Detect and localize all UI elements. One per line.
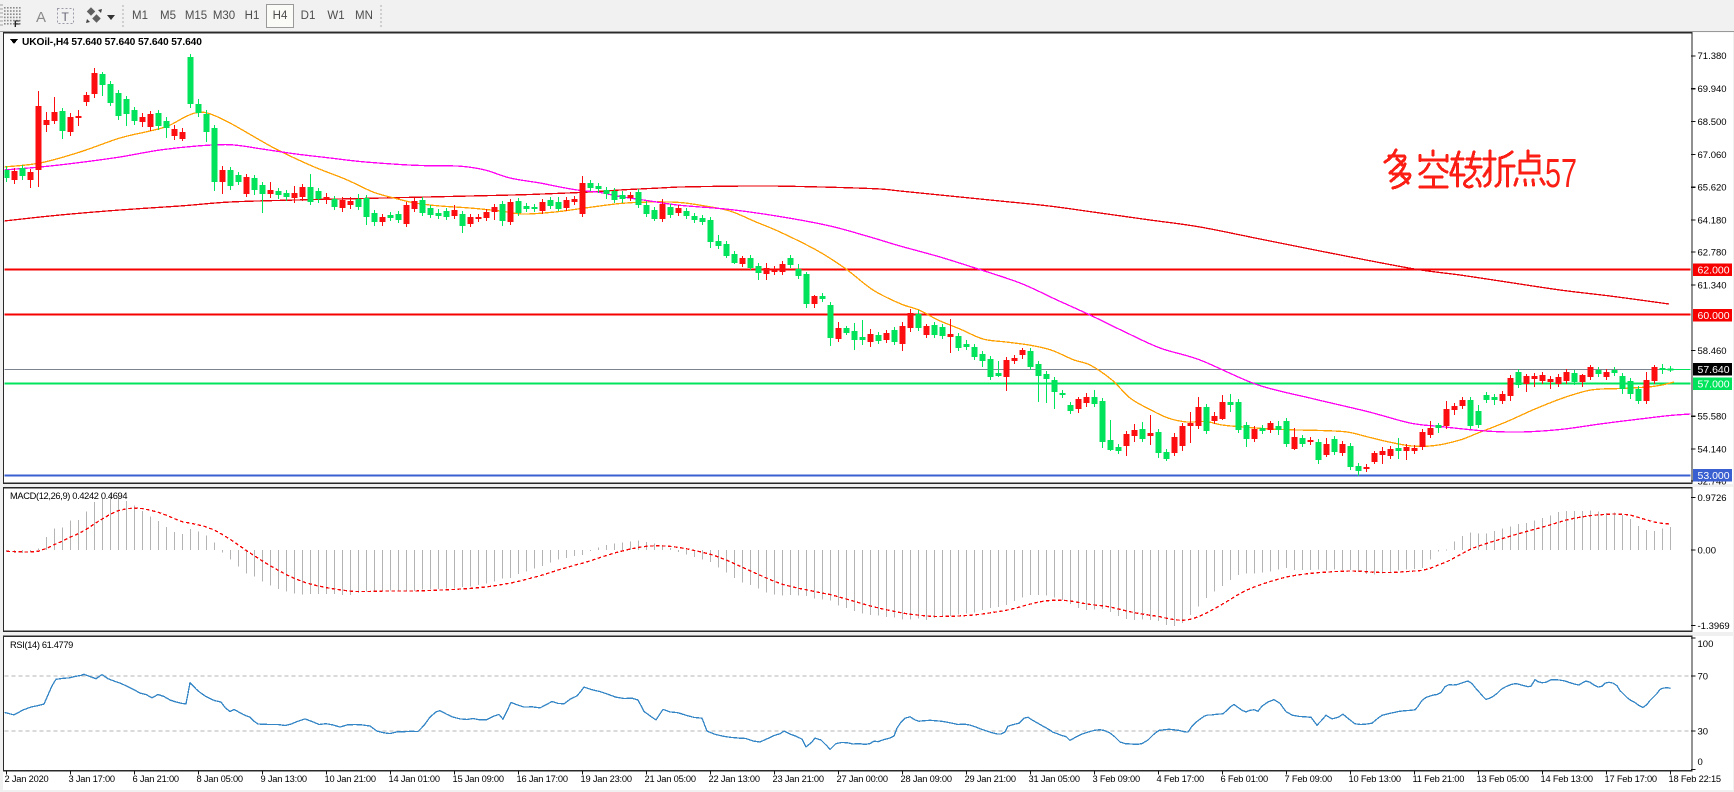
- svg-text:22 Jan 13:00: 22 Jan 13:00: [709, 774, 760, 784]
- svg-text:9 Jan 13:00: 9 Jan 13:00: [261, 774, 307, 784]
- svg-text:6 Feb 01:00: 6 Feb 01:00: [1221, 774, 1268, 784]
- svg-text:14 Jan 01:00: 14 Jan 01:00: [389, 774, 440, 784]
- svg-text:0.00: 0.00: [1698, 546, 1717, 557]
- svg-text:A: A: [36, 9, 46, 26]
- svg-text:67.060: 67.060: [1698, 150, 1727, 161]
- svg-text:70: 70: [1698, 672, 1709, 683]
- svg-text:6 Jan 21:00: 6 Jan 21:00: [133, 774, 179, 784]
- svg-text:18 Feb 22:15: 18 Feb 22:15: [1669, 774, 1721, 784]
- svg-text:7 Feb 09:00: 7 Feb 09:00: [1285, 774, 1332, 784]
- svg-text:62.000: 62.000: [1698, 265, 1730, 277]
- svg-text:19 Jan 23:00: 19 Jan 23:00: [581, 774, 632, 784]
- svg-text:57: 57: [1545, 150, 1577, 196]
- svg-text:69.940: 69.940: [1698, 84, 1727, 95]
- svg-text:64.180: 64.180: [1698, 215, 1727, 226]
- svg-text:71.380: 71.380: [1698, 51, 1727, 62]
- svg-text:62.780: 62.780: [1698, 247, 1727, 258]
- svg-text:27 Jan 00:00: 27 Jan 00:00: [837, 774, 888, 784]
- svg-text:21 Jan 05:00: 21 Jan 05:00: [645, 774, 696, 784]
- svg-text:-1.3969: -1.3969: [1698, 621, 1730, 632]
- svg-text:0.9726: 0.9726: [1698, 493, 1727, 504]
- svg-text:3 Jan 17:00: 3 Jan 17:00: [69, 774, 115, 784]
- svg-text:10 Feb 13:00: 10 Feb 13:00: [1349, 774, 1401, 784]
- svg-text:57.000: 57.000: [1698, 379, 1730, 391]
- svg-text:28 Jan 09:00: 28 Jan 09:00: [901, 774, 952, 784]
- svg-text:RSI(14) 61.4779: RSI(14) 61.4779: [10, 640, 73, 650]
- svg-text:29 Jan 21:00: 29 Jan 21:00: [965, 774, 1016, 784]
- svg-text:11 Feb 21:00: 11 Feb 21:00: [1413, 774, 1465, 784]
- svg-text:52.740: 52.740: [1698, 476, 1727, 487]
- svg-text:2 Jan 2020: 2 Jan 2020: [5, 774, 49, 784]
- svg-text:13 Feb 05:00: 13 Feb 05:00: [1477, 774, 1529, 784]
- svg-text:10 Jan 21:00: 10 Jan 21:00: [325, 774, 376, 784]
- svg-text:4 Feb 17:00: 4 Feb 17:00: [1157, 774, 1204, 784]
- svg-text:57.640: 57.640: [1698, 364, 1730, 376]
- svg-text:54.140: 54.140: [1698, 444, 1727, 455]
- svg-text:53.000: 53.000: [1698, 470, 1730, 482]
- svg-text:UKOil-,H4 57.640 57.640 57.64: UKOil-,H4 57.640 57.640 57.640 57.640: [22, 37, 202, 48]
- svg-text:15 Jan 09:00: 15 Jan 09:00: [453, 774, 504, 784]
- svg-text:30: 30: [1698, 726, 1709, 737]
- svg-text:68.500: 68.500: [1698, 117, 1727, 128]
- svg-text:14 Feb 13:00: 14 Feb 13:00: [1541, 774, 1593, 784]
- svg-text:55.580: 55.580: [1698, 412, 1727, 423]
- svg-text:MACD(12,26,9) 0.4242 0.4694: MACD(12,26,9) 0.4242 0.4694: [10, 491, 127, 501]
- svg-text:61.340: 61.340: [1698, 280, 1727, 291]
- svg-text:T: T: [62, 10, 70, 24]
- svg-text:F: F: [14, 19, 20, 29]
- svg-text:17 Feb 17:00: 17 Feb 17:00: [1605, 774, 1657, 784]
- svg-text:8 Jan 05:00: 8 Jan 05:00: [197, 774, 243, 784]
- svg-text:65.620: 65.620: [1698, 183, 1727, 194]
- svg-text:100: 100: [1698, 639, 1714, 650]
- svg-text:60.000: 60.000: [1698, 310, 1730, 322]
- svg-text:0: 0: [1698, 757, 1703, 768]
- svg-text:23 Jan 21:00: 23 Jan 21:00: [773, 774, 824, 784]
- svg-text:58.460: 58.460: [1698, 346, 1727, 357]
- svg-text:3 Feb 09:00: 3 Feb 09:00: [1093, 774, 1140, 784]
- svg-text:16 Jan 17:00: 16 Jan 17:00: [517, 774, 568, 784]
- svg-text:31 Jan 05:00: 31 Jan 05:00: [1029, 774, 1080, 784]
